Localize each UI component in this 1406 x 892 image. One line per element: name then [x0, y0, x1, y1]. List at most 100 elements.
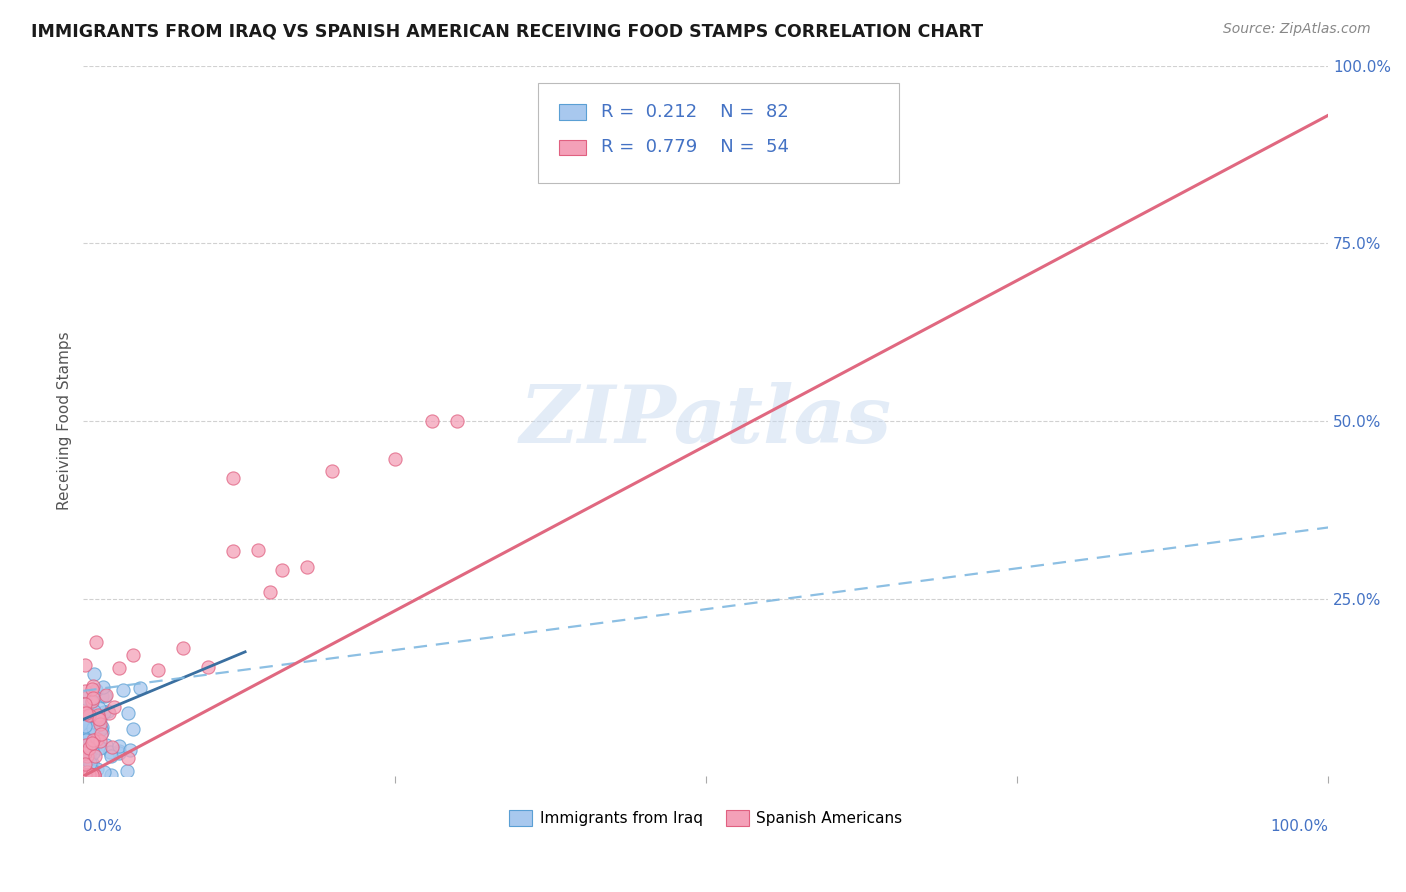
Point — [108, 744, 131, 758]
Point — [91, 725, 114, 739]
FancyBboxPatch shape — [558, 104, 586, 120]
Point — [80, 729, 103, 743]
Point — [77, 708, 100, 723]
Point — [75, 741, 97, 756]
Point — [89, 740, 111, 755]
Point — [82, 745, 104, 759]
Point — [86, 710, 108, 724]
Point — [76, 765, 98, 780]
Point — [112, 682, 135, 697]
Point — [91, 690, 114, 704]
Point — [321, 464, 343, 478]
Point — [246, 543, 269, 558]
Point — [83, 723, 105, 737]
Point — [221, 471, 243, 485]
Point — [83, 704, 105, 718]
Point — [79, 718, 101, 732]
Point — [82, 695, 104, 709]
Text: R =  0.212    N =  82: R = 0.212 N = 82 — [602, 103, 789, 120]
Point — [75, 732, 97, 747]
Point — [82, 691, 104, 706]
Point — [89, 712, 111, 726]
Point — [79, 723, 101, 738]
Point — [83, 768, 105, 782]
Point — [77, 740, 100, 755]
Point — [420, 414, 443, 428]
Text: 100.0%: 100.0% — [1270, 819, 1329, 834]
Point — [90, 720, 112, 734]
Point — [75, 719, 97, 733]
Point — [82, 721, 104, 735]
Point — [97, 706, 120, 720]
Point — [73, 760, 96, 774]
Point — [107, 739, 129, 754]
Point — [172, 641, 194, 656]
Point — [73, 705, 96, 719]
Point — [94, 689, 117, 703]
Point — [77, 747, 100, 762]
Point — [75, 706, 97, 720]
Point — [82, 740, 104, 755]
Point — [79, 756, 101, 770]
Point — [97, 704, 120, 718]
Point — [82, 682, 104, 697]
Text: IMMIGRANTS FROM IRAQ VS SPANISH AMERICAN RECEIVING FOOD STAMPS CORRELATION CHART: IMMIGRANTS FROM IRAQ VS SPANISH AMERICAN… — [31, 22, 983, 40]
Point — [108, 747, 131, 761]
Point — [76, 733, 98, 747]
Point — [82, 747, 104, 761]
Point — [117, 706, 139, 721]
Point — [76, 757, 98, 772]
Point — [76, 768, 98, 782]
Point — [83, 748, 105, 763]
Point — [89, 734, 111, 748]
Point — [77, 768, 100, 782]
Point — [77, 739, 100, 753]
Point — [79, 721, 101, 735]
Point — [73, 746, 96, 760]
Point — [87, 713, 110, 727]
Point — [75, 739, 97, 753]
Point — [89, 700, 111, 714]
Point — [73, 756, 96, 771]
Point — [100, 748, 122, 763]
Point — [90, 723, 112, 737]
Point — [73, 768, 96, 782]
Point — [93, 681, 115, 695]
Point — [94, 738, 117, 752]
Point — [129, 681, 152, 695]
Point — [84, 682, 107, 697]
Text: R =  0.779    N =  54: R = 0.779 N = 54 — [602, 138, 789, 156]
Point — [86, 715, 108, 730]
Point — [82, 764, 104, 778]
Text: ZIPatlas: ZIPatlas — [520, 382, 891, 459]
Point — [73, 711, 96, 725]
Text: Source: ZipAtlas.com: Source: ZipAtlas.com — [1223, 22, 1371, 37]
Point — [446, 414, 468, 428]
Point — [75, 751, 97, 765]
Point — [82, 721, 104, 735]
Point — [101, 739, 124, 754]
Point — [83, 768, 105, 782]
Point — [79, 721, 101, 735]
Point — [80, 756, 103, 771]
Point — [115, 764, 138, 778]
Point — [83, 768, 105, 782]
Point — [73, 714, 96, 729]
Point — [80, 736, 103, 750]
Point — [94, 689, 117, 703]
FancyBboxPatch shape — [558, 139, 586, 155]
Point — [73, 690, 96, 705]
Text: 0.0%: 0.0% — [83, 819, 122, 834]
Point — [82, 768, 104, 782]
Point — [73, 713, 96, 727]
Point — [297, 560, 319, 574]
Point — [76, 749, 98, 764]
Point — [83, 768, 105, 782]
Point — [82, 768, 104, 782]
Point — [83, 728, 105, 742]
Point — [75, 735, 97, 749]
Point — [118, 743, 141, 757]
Point — [93, 765, 115, 780]
Point — [80, 731, 103, 746]
Point — [117, 751, 139, 765]
